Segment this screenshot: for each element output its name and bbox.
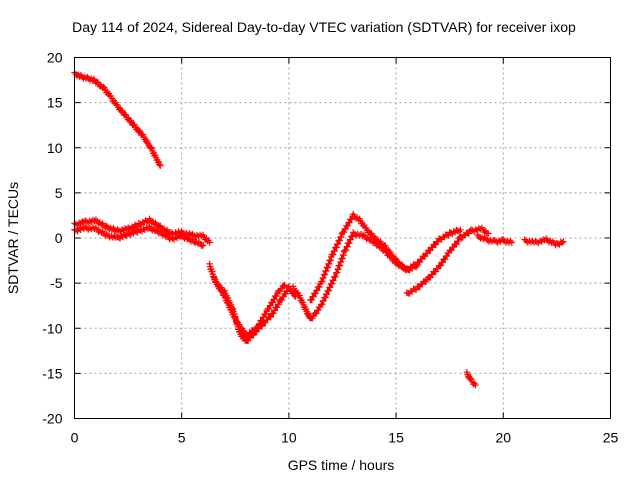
y-tick-labels: -20 -15 -10 -5 0 5 10 15 20 [42, 50, 62, 427]
data-point-segment [268, 298, 283, 317]
data-point-segment [317, 253, 335, 286]
plot-frame [74, 57, 611, 419]
data-point-segment [332, 248, 348, 277]
chart-title: Day 114 of 2024, Sidereal Day-to-day VTE… [72, 19, 576, 35]
data-point-segment [221, 292, 238, 321]
data-point-segment [148, 145, 163, 168]
series-arc-3 [71, 223, 207, 250]
data-point-segment [382, 242, 399, 262]
data-point-segment [446, 226, 463, 237]
data-point-segment [425, 238, 442, 254]
y-tick-label: 5 [55, 185, 63, 201]
data-point-segment [264, 289, 281, 313]
data-point-segment [425, 265, 442, 281]
data-point-segment [124, 221, 141, 233]
data-point-segment [446, 234, 463, 254]
data-point-segment [275, 282, 287, 295]
data-point [508, 239, 516, 246]
data-points [71, 69, 567, 389]
data-point-segment [307, 312, 317, 322]
data-point-segment [135, 217, 152, 228]
data-point-segment [103, 230, 119, 241]
data-point-segment [414, 275, 431, 290]
data-point-segment [403, 262, 420, 274]
x-tick-label: 5 [178, 430, 186, 446]
data-point-segment [139, 131, 155, 151]
data-point-segment [362, 224, 377, 242]
data-point-segment [199, 231, 212, 245]
series-arc-9 [474, 231, 516, 246]
data-point-segment [114, 231, 130, 242]
data-point-segment [435, 249, 452, 269]
data-point-segment [242, 325, 259, 339]
data-point [457, 226, 464, 234]
data-point-segment [435, 231, 452, 243]
y-tick-label: -15 [42, 365, 62, 381]
data-point-segment [403, 285, 420, 297]
y-tick-label: -20 [42, 411, 62, 427]
data-point-segment [339, 212, 356, 236]
data-point [414, 261, 421, 269]
data-point [485, 230, 492, 237]
x-tick-label: 10 [281, 430, 297, 446]
y-tick-label: -10 [42, 320, 62, 336]
data-point-segment [285, 283, 298, 299]
x-tick-label: 20 [496, 430, 512, 446]
series-arc-11 [463, 369, 479, 389]
data-point [281, 281, 288, 289]
data-point-segment [232, 314, 249, 339]
data-point-segment [311, 303, 324, 317]
y-tick-label: 20 [47, 50, 63, 66]
x-tick-labels: 0 5 10 15 20 25 [71, 430, 619, 446]
y-tick-label: -5 [50, 275, 63, 291]
data-point-segment [324, 273, 339, 295]
data-point-segment [71, 224, 87, 235]
series-arc-1 [71, 69, 164, 169]
x-tick-label: 25 [603, 430, 619, 446]
data-point-segment [350, 229, 366, 239]
data-point [199, 242, 207, 249]
y-tick-label: 10 [47, 140, 63, 156]
data-point-segment [260, 313, 274, 326]
data-point [472, 381, 479, 389]
series-arc-8 [403, 224, 492, 297]
y-axis-label: SDTVAR / TECUs [5, 182, 21, 294]
y-tick-label: 15 [47, 95, 63, 111]
data-point [560, 238, 567, 245]
grid [74, 57, 611, 419]
x-tick-label: 15 [388, 430, 404, 446]
data-point-segment [124, 227, 141, 238]
x-axis-label: GPS time / hours [288, 457, 395, 473]
data-point-segment [253, 307, 270, 331]
data-point-segment [350, 211, 362, 223]
data-point-segment [307, 280, 324, 304]
data-point [206, 239, 213, 246]
data-point-segment [341, 232, 356, 254]
data-point-segment [189, 236, 205, 250]
data-point-segment [328, 230, 345, 258]
data-point-segment [277, 284, 292, 304]
data-point [157, 162, 164, 169]
data-point-segment [296, 292, 309, 313]
y-tick-label: 0 [55, 230, 63, 246]
data-point-segment [467, 376, 478, 388]
series-arc-7 [307, 211, 421, 304]
x-tick-label: 0 [71, 430, 79, 446]
series-arc-4 [206, 260, 299, 344]
series-arc-10 [521, 235, 567, 249]
data-point-segment [317, 290, 330, 308]
series-arc-5 [210, 274, 288, 339]
